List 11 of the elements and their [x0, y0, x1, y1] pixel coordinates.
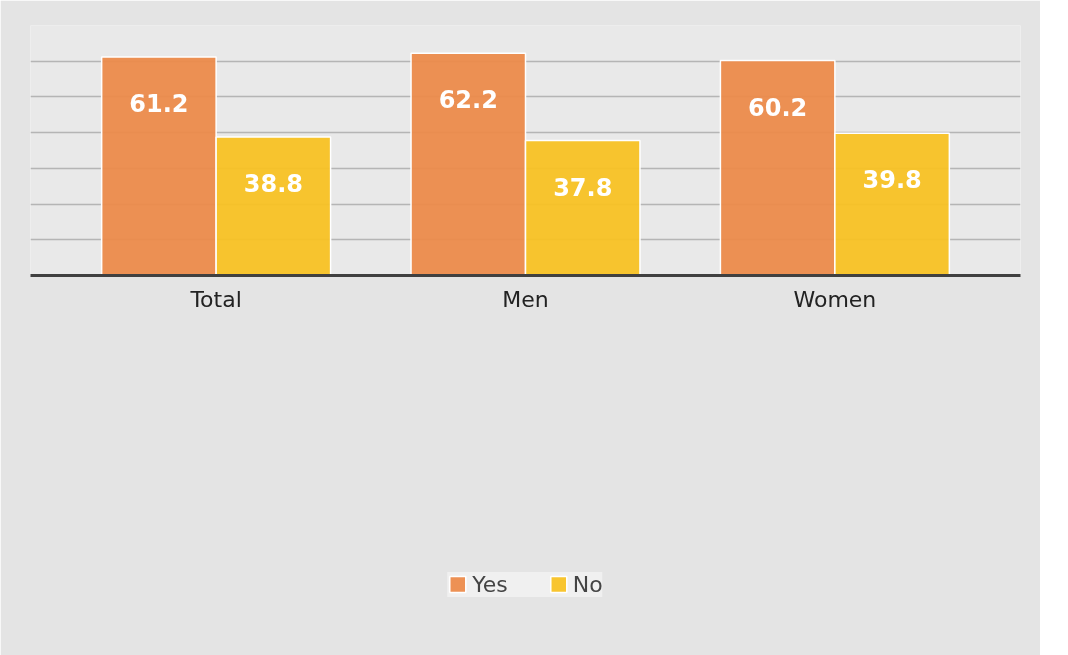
data-label: 61.2: [129, 89, 189, 118]
legend-label: No: [572, 571, 603, 597]
data-label: 37.8: [553, 173, 613, 202]
legend-label: Yes: [472, 571, 508, 597]
data-label: 39.8: [862, 166, 922, 195]
data-label: 38.8: [243, 169, 303, 198]
x-tick-label: Total: [189, 286, 242, 312]
x-tick-label: Men: [502, 286, 549, 312]
data-label: 62.2: [438, 86, 498, 115]
data-label: 60.2: [748, 93, 808, 122]
x-tick-label: Women: [793, 286, 877, 312]
